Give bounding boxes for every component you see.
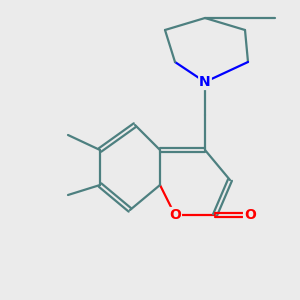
Text: O: O bbox=[244, 208, 256, 222]
Text: O: O bbox=[169, 208, 181, 222]
Text: N: N bbox=[199, 75, 211, 89]
